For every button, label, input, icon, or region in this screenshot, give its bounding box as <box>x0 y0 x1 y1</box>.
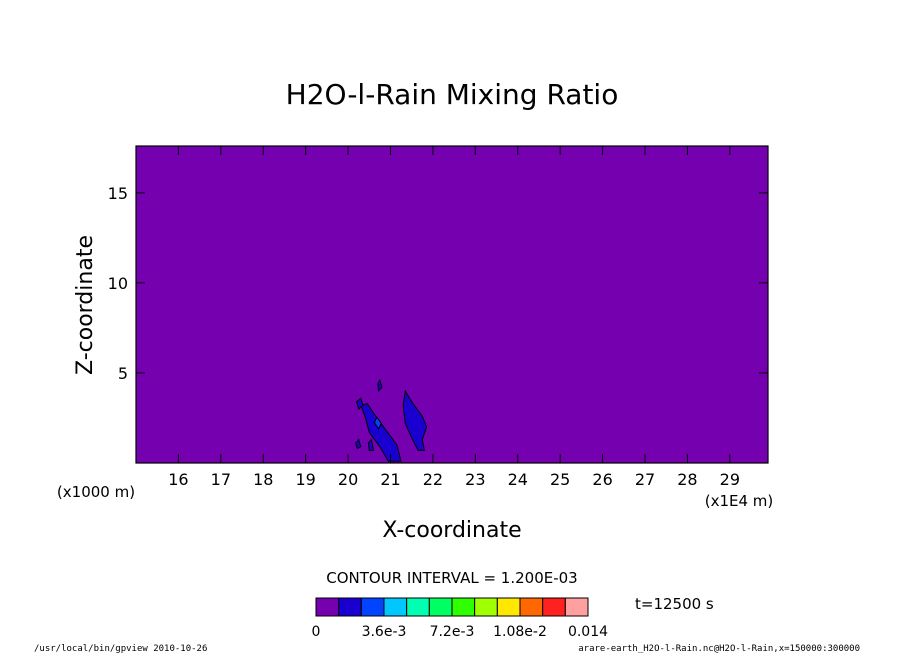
x-tick-label: 20 <box>338 470 358 489</box>
colorbar-swatch <box>496 597 521 617</box>
y-tick-label: 10 <box>108 274 128 293</box>
rain-contours <box>355 378 428 462</box>
colorbar-label: 0.014 <box>568 624 608 640</box>
colorbar-label: 1.08e-2 <box>493 624 547 640</box>
time-label: t=12500 s <box>635 595 714 613</box>
colorbar-label: 3.6e-3 <box>362 624 407 640</box>
contour-shaft-left <box>360 403 402 462</box>
x-tick-label: 28 <box>677 470 697 489</box>
contour-patch-a <box>356 397 364 410</box>
y-unit-note: (x1000 m) <box>57 483 135 501</box>
plot-background <box>136 146 768 463</box>
x-tick-label: 27 <box>635 470 655 489</box>
y-tick-label: 15 <box>108 184 128 203</box>
plot-frame <box>135 145 769 464</box>
x-tick-label: 24 <box>508 470 528 489</box>
colorbar-labels: 0 3.6e-3 7.2e-3 1.08e-2 0.014 <box>312 624 609 640</box>
axis-ticks <box>136 146 768 463</box>
footer-right: arare-earth_H2O-l-Rain.nc@H2O-l-Rain,x=1… <box>578 644 860 654</box>
colorbar-swatch <box>383 597 408 617</box>
x-axis-label: X-coordinate <box>382 518 521 543</box>
contour-patch-c <box>355 438 362 450</box>
y-tick-labels: 5 10 15 <box>108 184 128 383</box>
plot-area <box>135 145 769 464</box>
x-tick-labels: 16 17 18 19 20 21 22 23 24 25 26 27 28 29 <box>168 470 740 489</box>
x-tick-label: 18 <box>253 470 273 489</box>
colorbar-swatch <box>360 597 385 617</box>
contour-patch-b <box>377 378 383 393</box>
colorbar-swatch <box>564 597 589 617</box>
x-tick-label: 26 <box>592 470 612 489</box>
x-tick-label: 22 <box>423 470 443 489</box>
x-tick-label: 19 <box>295 470 315 489</box>
x-tick-label: 21 <box>380 470 400 489</box>
colorbar <box>315 597 589 617</box>
colorbar-swatch <box>428 597 453 617</box>
contour-core-cell <box>373 416 382 430</box>
colorbar-swatch <box>315 597 340 617</box>
y-axis-label: Z-coordinate <box>73 235 98 375</box>
chart-title: H2O-l-Rain Mixing Ratio <box>286 78 619 111</box>
contour-patch-d <box>367 438 375 451</box>
colorbar-swatch <box>338 597 362 617</box>
colorbar-swatch <box>542 597 566 617</box>
colorbar-swatch <box>474 597 498 617</box>
x-unit-note: (x1E4 m) <box>705 492 774 510</box>
x-tick-label: 25 <box>550 470 570 489</box>
footer-left: /usr/local/bin/gpview 2010-10-26 <box>34 644 207 654</box>
y-tick-label: 5 <box>118 364 128 383</box>
x-tick-label: 29 <box>720 470 740 489</box>
x-tick-label: 17 <box>211 470 231 489</box>
colorbar-swatch <box>406 597 430 617</box>
contour-interval-text: CONTOUR INTERVAL = 1.200E-03 <box>326 569 577 587</box>
x-tick-label: 23 <box>465 470 485 489</box>
x-tick-label: 16 <box>168 470 188 489</box>
colorbar-label: 0 <box>312 624 321 640</box>
colorbar-swatch <box>451 597 476 617</box>
colorbar-swatch <box>519 597 544 617</box>
colorbar-label: 7.2e-3 <box>430 624 475 640</box>
contour-shaft-right <box>402 389 428 451</box>
